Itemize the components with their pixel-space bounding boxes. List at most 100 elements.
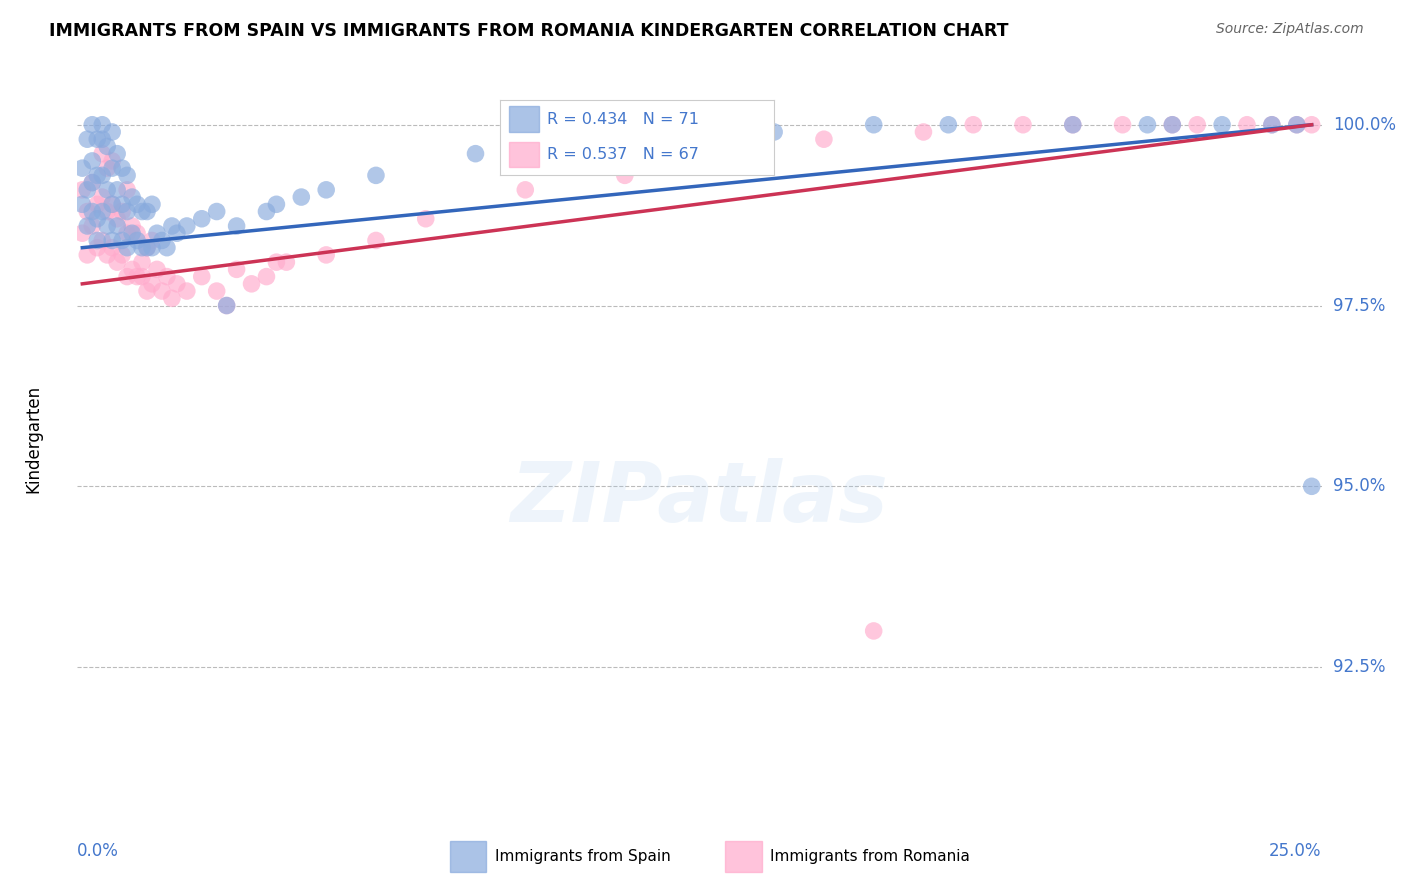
Point [121, 262, 143, 277]
Point [156, 269, 179, 284]
Point [125, 234, 148, 248]
Point [191, 269, 214, 284]
Point [136, 284, 159, 298]
Point [91, 169, 114, 183]
Text: Immigrants from Spain: Immigrants from Spain [495, 849, 671, 863]
Point [82, 153, 104, 168]
Point [862, 118, 884, 132]
Point [82, 176, 104, 190]
Point [91, 234, 114, 248]
Point [76, 248, 98, 262]
Point [82, 219, 104, 233]
Point [96, 139, 118, 153]
Point [146, 226, 169, 240]
Point [72, 183, 94, 197]
Point [101, 234, 124, 248]
Point [613, 169, 636, 183]
Text: 95.0%: 95.0% [1333, 477, 1385, 495]
Point [141, 277, 163, 291]
Point [464, 146, 486, 161]
Point [101, 153, 124, 168]
Point [115, 169, 138, 183]
Point [225, 262, 247, 277]
Point [72, 226, 94, 240]
Point [76, 132, 98, 146]
Point [1161, 118, 1184, 132]
Point [1062, 118, 1084, 132]
Text: ZIPatlas: ZIPatlas [510, 458, 889, 540]
Point [91, 146, 114, 161]
Point [86, 241, 108, 255]
Point [364, 234, 387, 248]
Point [364, 169, 387, 183]
Point [205, 284, 228, 298]
Point [240, 277, 263, 291]
Point [1161, 118, 1184, 132]
Point [96, 248, 118, 262]
Point [266, 255, 288, 269]
Point [105, 219, 128, 233]
Point [131, 204, 153, 219]
Point [115, 226, 138, 240]
Point [1285, 118, 1308, 132]
Point [76, 219, 98, 233]
Point [515, 183, 537, 197]
Point [150, 234, 173, 248]
Point [91, 204, 114, 219]
Text: Source: ZipAtlas.com: Source: ZipAtlas.com [1216, 22, 1364, 37]
Point [256, 269, 278, 284]
Point [125, 269, 148, 284]
Point [136, 241, 159, 255]
Text: 100.0%: 100.0% [1333, 116, 1396, 134]
Point [205, 204, 228, 219]
Point [115, 269, 138, 284]
Point [191, 211, 214, 226]
Point [96, 219, 118, 233]
Bar [450, 840, 486, 872]
Point [101, 125, 124, 139]
Point [101, 241, 124, 255]
Point [215, 299, 238, 313]
Point [813, 132, 835, 146]
Point [82, 118, 104, 132]
Point [96, 204, 118, 219]
Point [91, 190, 114, 204]
Point [96, 183, 118, 197]
Point [115, 183, 138, 197]
Point [225, 219, 247, 233]
Point [176, 284, 198, 298]
Point [256, 204, 278, 219]
Point [131, 241, 153, 255]
Point [266, 197, 288, 211]
Point [82, 204, 104, 219]
Point [105, 146, 128, 161]
Text: 97.5%: 97.5% [1333, 296, 1385, 315]
Point [86, 211, 108, 226]
Point [1111, 118, 1133, 132]
Point [101, 197, 124, 211]
Point [1261, 118, 1284, 132]
Point [105, 183, 128, 197]
Point [111, 248, 134, 262]
Point [105, 255, 128, 269]
Point [613, 132, 636, 146]
Point [72, 197, 94, 211]
Point [1012, 118, 1035, 132]
Point [1211, 118, 1233, 132]
Point [713, 146, 735, 161]
Point [131, 255, 153, 269]
Text: R = 0.537   N = 67: R = 0.537 N = 67 [547, 147, 699, 162]
Point [111, 234, 134, 248]
Text: R = 0.434   N = 71: R = 0.434 N = 71 [547, 112, 699, 127]
Point [111, 204, 134, 219]
Point [166, 277, 188, 291]
Point [125, 226, 148, 240]
Point [146, 262, 169, 277]
Point [141, 241, 163, 255]
Point [1301, 479, 1323, 493]
Point [121, 219, 143, 233]
Point [160, 291, 183, 305]
Point [141, 234, 163, 248]
Text: 25.0%: 25.0% [1270, 842, 1322, 860]
Point [101, 161, 124, 175]
